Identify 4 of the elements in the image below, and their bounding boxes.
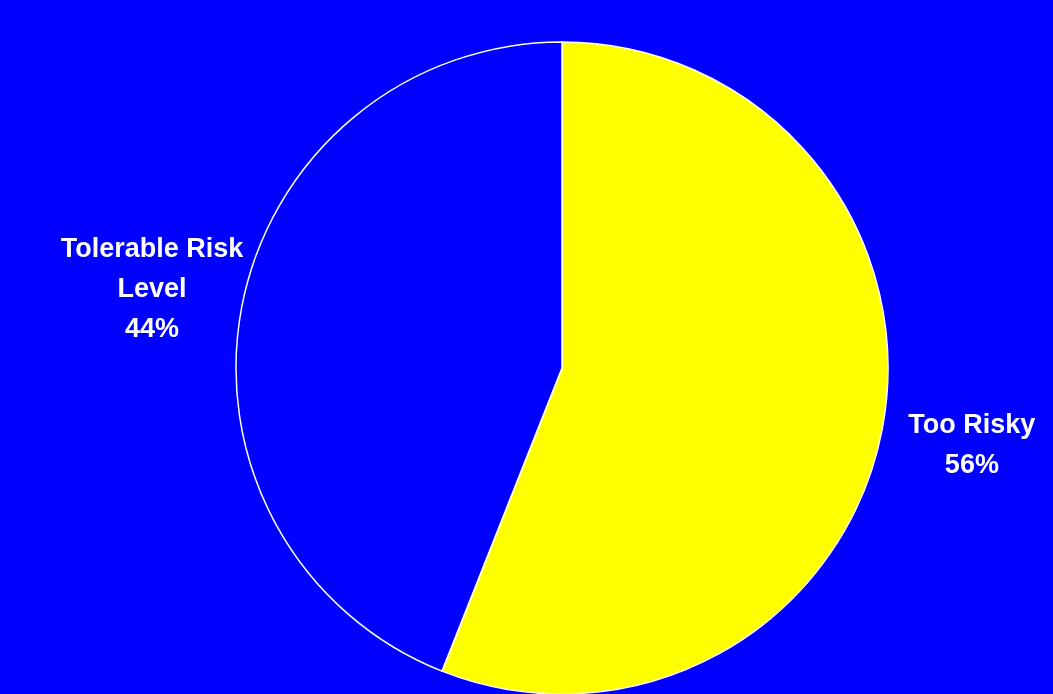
- data-label: 56%: [944, 449, 999, 480]
- slice-label: Too Risky: [908, 409, 1036, 440]
- data-label: 44%: [125, 312, 180, 343]
- slice-label: Tolerable Risk Level: [60, 232, 245, 303]
